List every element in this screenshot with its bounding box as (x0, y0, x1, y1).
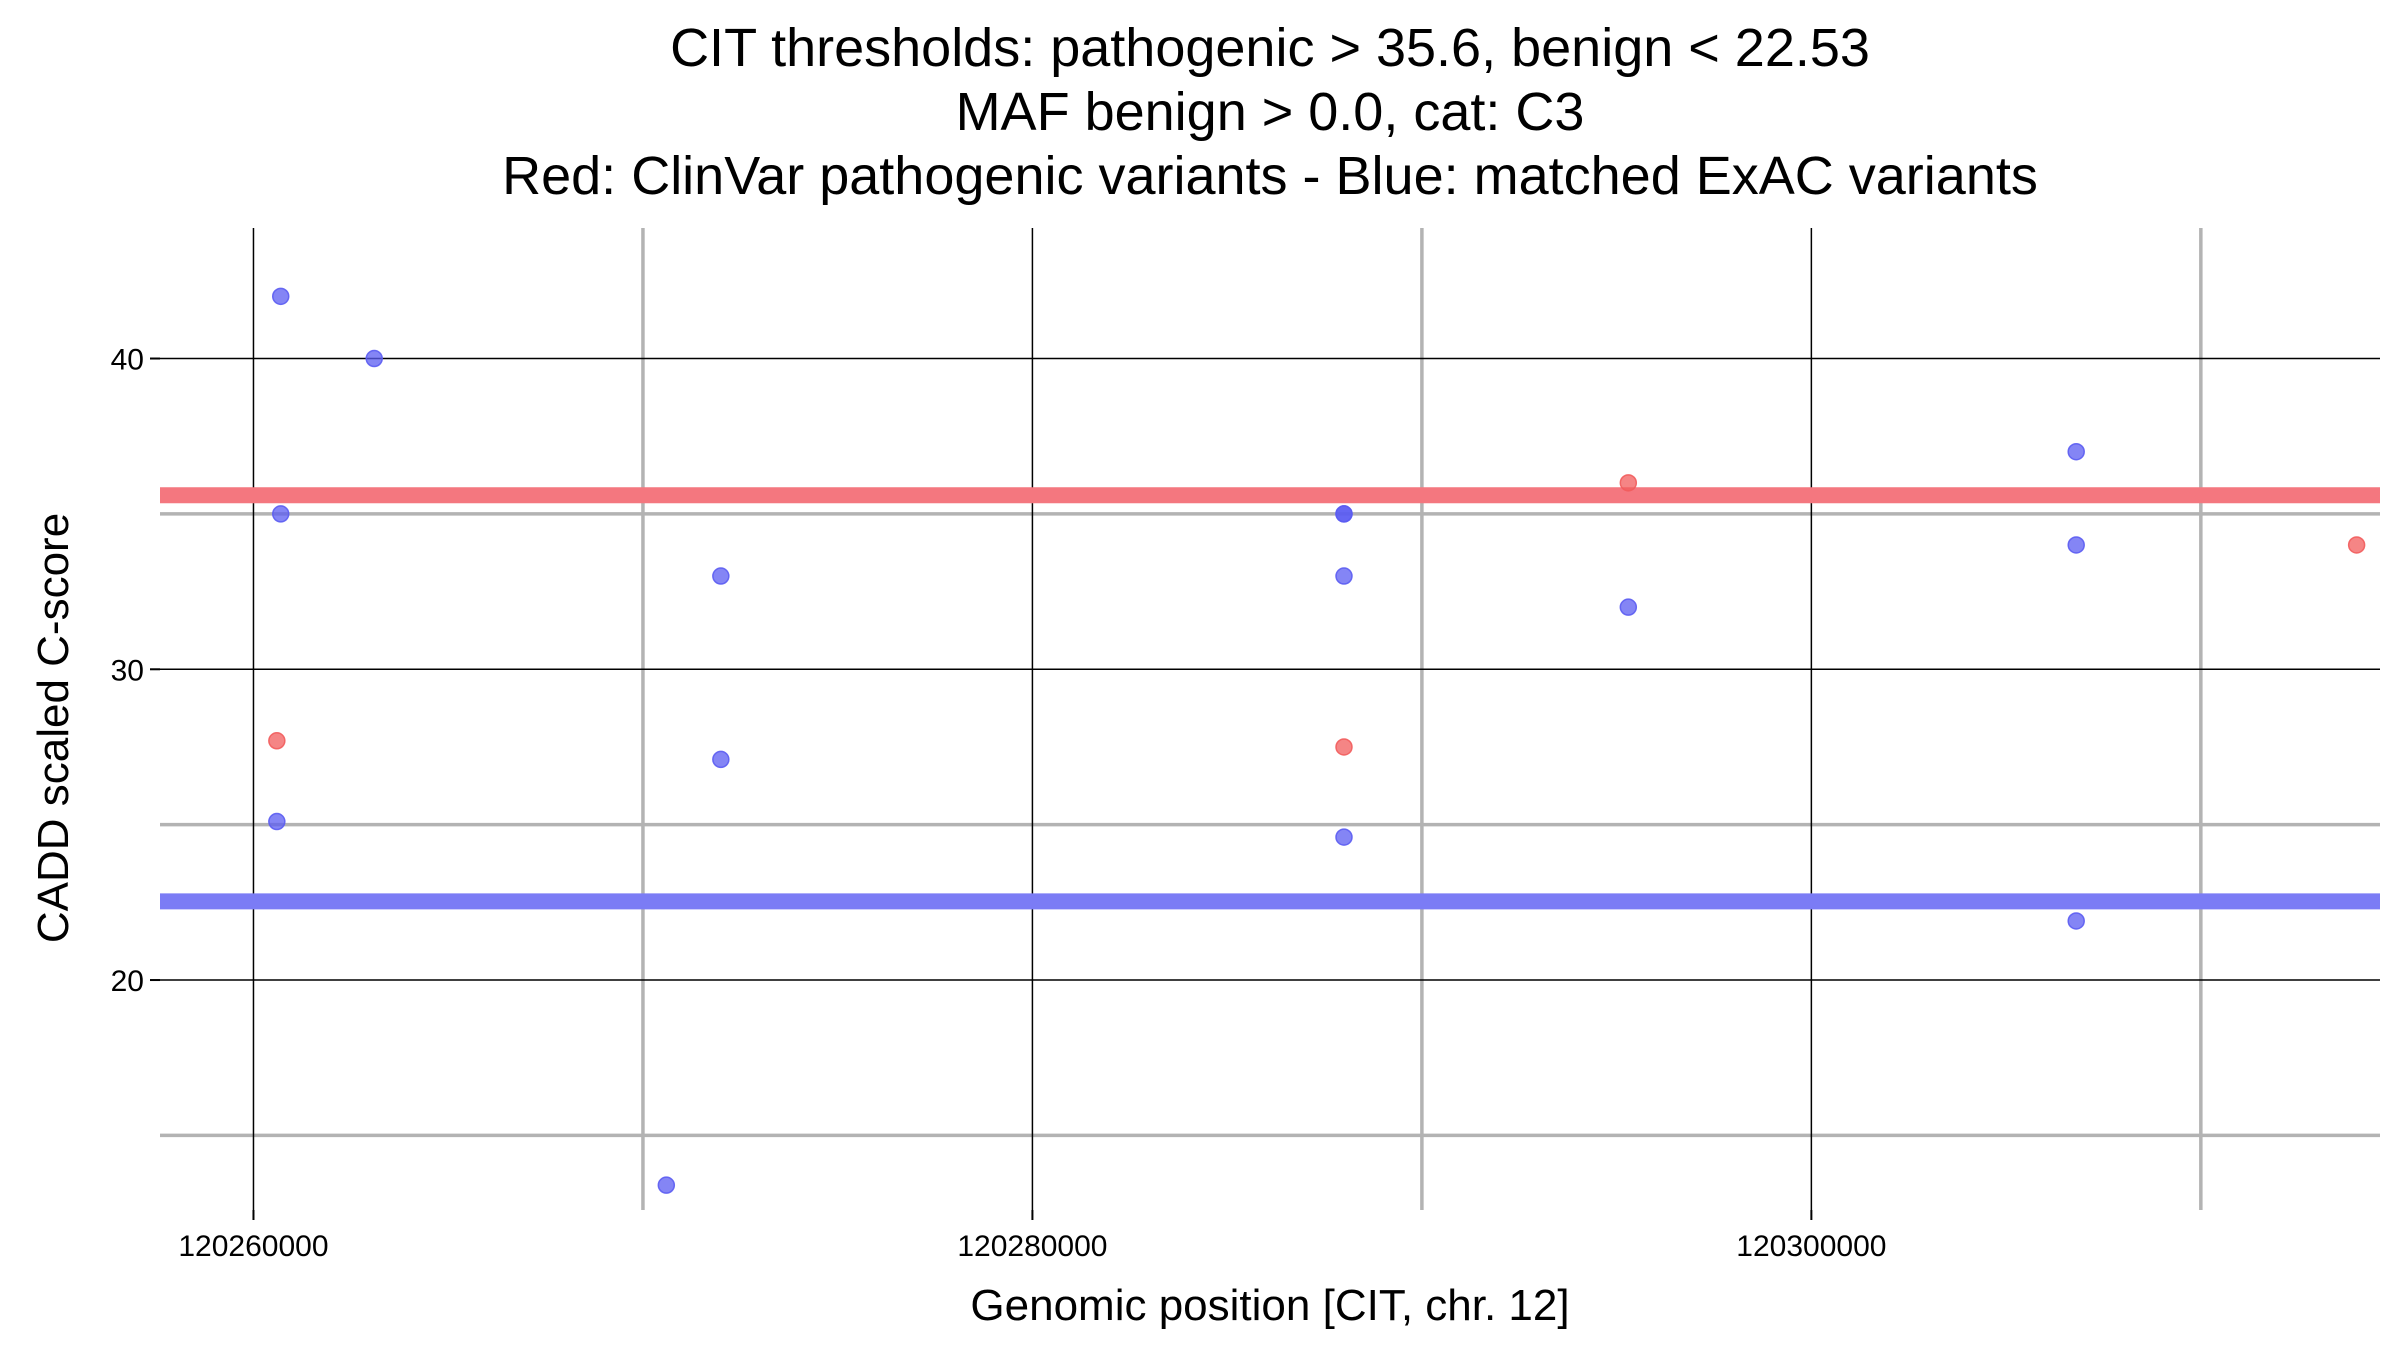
clinvar-point (1619, 474, 1638, 492)
minor-gridlines (160, 228, 2380, 1210)
x-tick-label: 120260000 (178, 1230, 328, 1263)
exac-point (657, 1176, 676, 1194)
y-tick-label: 40 (111, 344, 144, 377)
title-line-2: MAF benign > 0.0, cat: C3 (956, 82, 1585, 142)
y-tick-label: 20 (111, 965, 144, 998)
y-tick-label: 30 (111, 654, 144, 687)
chart-title: CIT thresholds: pathogenic > 35.6, benig… (502, 18, 2038, 206)
exac-point (365, 349, 383, 368)
exac-point (1335, 505, 1353, 523)
exac-point (271, 505, 290, 523)
exac-point (1619, 598, 1638, 616)
exac-point (712, 750, 730, 769)
threshold-lines (160, 487, 2380, 910)
exac-point (268, 812, 286, 831)
title-line-3: Red: ClinVar pathogenic variants - Blue:… (502, 146, 2038, 206)
y-axis-title: CADD scaled C-score (29, 513, 78, 943)
clinvar-point (1335, 738, 1353, 756)
exac-point (2067, 442, 2085, 461)
x-tick-label: 120300000 (1736, 1230, 1886, 1263)
clinvar-point (268, 732, 286, 750)
title-line-1: CIT thresholds: pathogenic > 35.6, benig… (670, 18, 1870, 78)
clinvar-point (2347, 536, 2366, 554)
exac-point (1335, 567, 1353, 585)
exac-point (1335, 828, 1353, 846)
exac-point (2067, 912, 2085, 930)
major-gridlines (160, 228, 2380, 1210)
x-axis-title: Genomic position [CIT, chr. 12] (970, 1281, 1569, 1330)
axes: 20 30 40 120260000 120280000 120300000 (111, 344, 1887, 1263)
exac-point (2067, 536, 2085, 554)
exac-point (712, 567, 730, 585)
x-tick-label: 120280000 (957, 1230, 1107, 1263)
data-points (268, 287, 2366, 1194)
exac-point (271, 287, 290, 306)
